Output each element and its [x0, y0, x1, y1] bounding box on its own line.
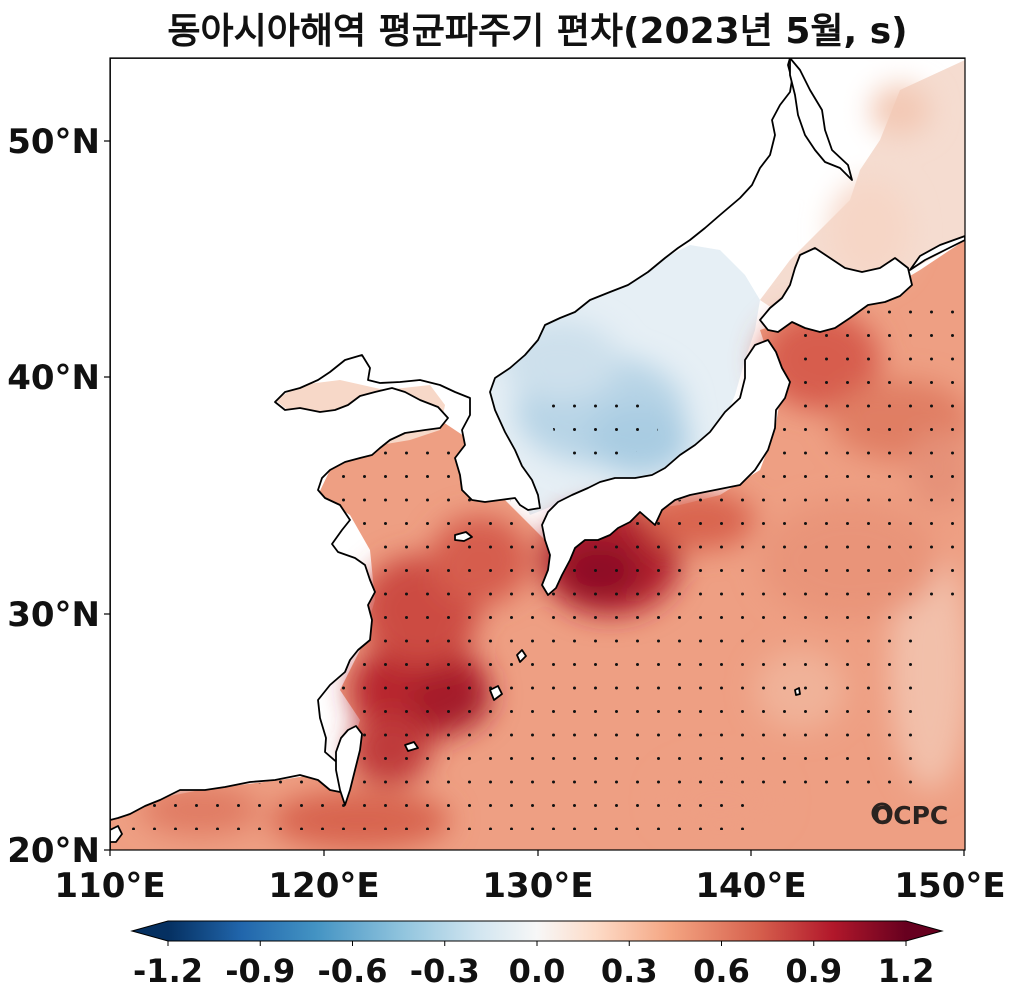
lon-tick-140: 140°E	[695, 866, 806, 906]
lon-tick-120: 120°E	[268, 866, 379, 906]
colorbar-gradient	[168, 921, 906, 941]
lat-tick-40: 40°N	[7, 358, 100, 398]
colorbar-min-arrow	[132, 921, 168, 941]
colorbar-tick-label: 0.6	[693, 952, 750, 990]
colorbar-tick-label: -0.6	[318, 952, 388, 990]
colorbar: -1.2 -0.9 -0.6 -0.3 0.0 0.3 0.6 0.9 1.2	[130, 920, 944, 990]
colorbar-tick-label: 0.9	[785, 952, 842, 990]
map-panel: OCPC	[110, 58, 965, 850]
lat-tick-50: 50°N	[7, 122, 100, 162]
map-title: 동아시아해역 평균파주기 편차(2023년 5월, s)	[167, 11, 908, 52]
lat-tick-30: 30°N	[7, 595, 100, 635]
ocpc-logo: OCPC	[871, 801, 948, 830]
coastlines	[110, 58, 965, 850]
colorbar-tick-label: -0.9	[225, 952, 295, 990]
anomaly-field	[110, 58, 965, 850]
colorbar-tick-label: 0.3	[601, 952, 658, 990]
colorbar-tick-label: -1.2	[133, 952, 203, 990]
lon-axis: 110°E 120°E 130°E 140°E 150°E	[54, 850, 1006, 906]
lat-tick-20: 20°N	[7, 831, 100, 871]
lat-axis: 20°N 30°N 40°N 50°N	[7, 122, 110, 871]
colorbar-max-arrow	[906, 921, 942, 941]
lon-tick-110: 110°E	[54, 866, 165, 906]
colorbar-tick-label: 0.0	[509, 952, 566, 990]
colorbar-tick-label: 1.2	[878, 952, 935, 990]
logo-text: OCPC	[872, 801, 948, 830]
lon-tick-150: 150°E	[894, 866, 1005, 906]
colorbar-tick-label: -0.3	[410, 952, 480, 990]
lon-tick-130: 130°E	[482, 866, 593, 906]
